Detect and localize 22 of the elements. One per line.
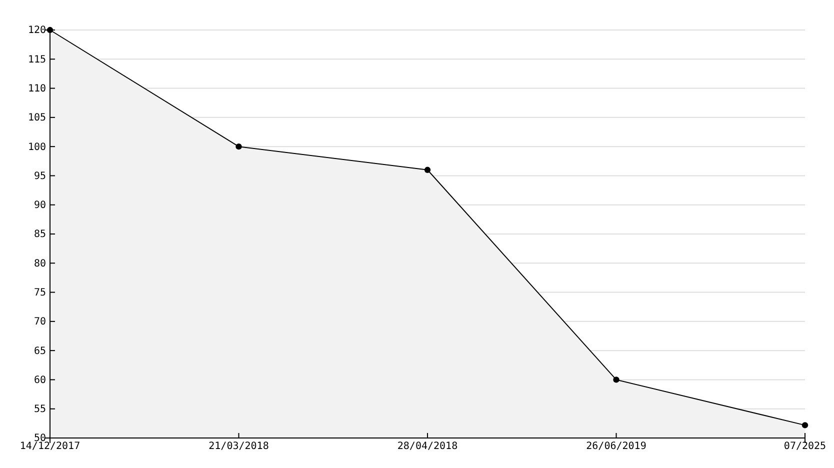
y-tick-label: 95 [34, 170, 46, 182]
x-tick-label: 07/2025 [784, 441, 826, 452]
y-tick-label: 65 [34, 346, 46, 357]
y-tick-label: 100 [28, 142, 46, 153]
y-tick-label: 105 [28, 112, 46, 124]
y-tick-label: 90 [34, 200, 46, 212]
x-tick-label: 28/04/2018 [397, 441, 458, 452]
y-tick-label: 115 [28, 54, 46, 66]
y-tick-label: 120 [28, 25, 46, 36]
y-tick-label: 110 [28, 83, 46, 94]
y-tick-label: 85 [34, 229, 46, 240]
x-tick-label: 26/06/2019 [586, 441, 646, 452]
x-tick-label: 21/03/2018 [208, 441, 269, 452]
point [236, 143, 242, 150]
y-tick-label: 55 [34, 404, 46, 416]
y-tick-label: 70 [34, 316, 46, 328]
y-tick-label: 75 [34, 287, 46, 298]
point [613, 376, 620, 383]
y-tick-label: 60 [34, 374, 46, 386]
y-tick-label: 80 [34, 258, 46, 270]
point [424, 166, 431, 173]
point [802, 422, 808, 428]
